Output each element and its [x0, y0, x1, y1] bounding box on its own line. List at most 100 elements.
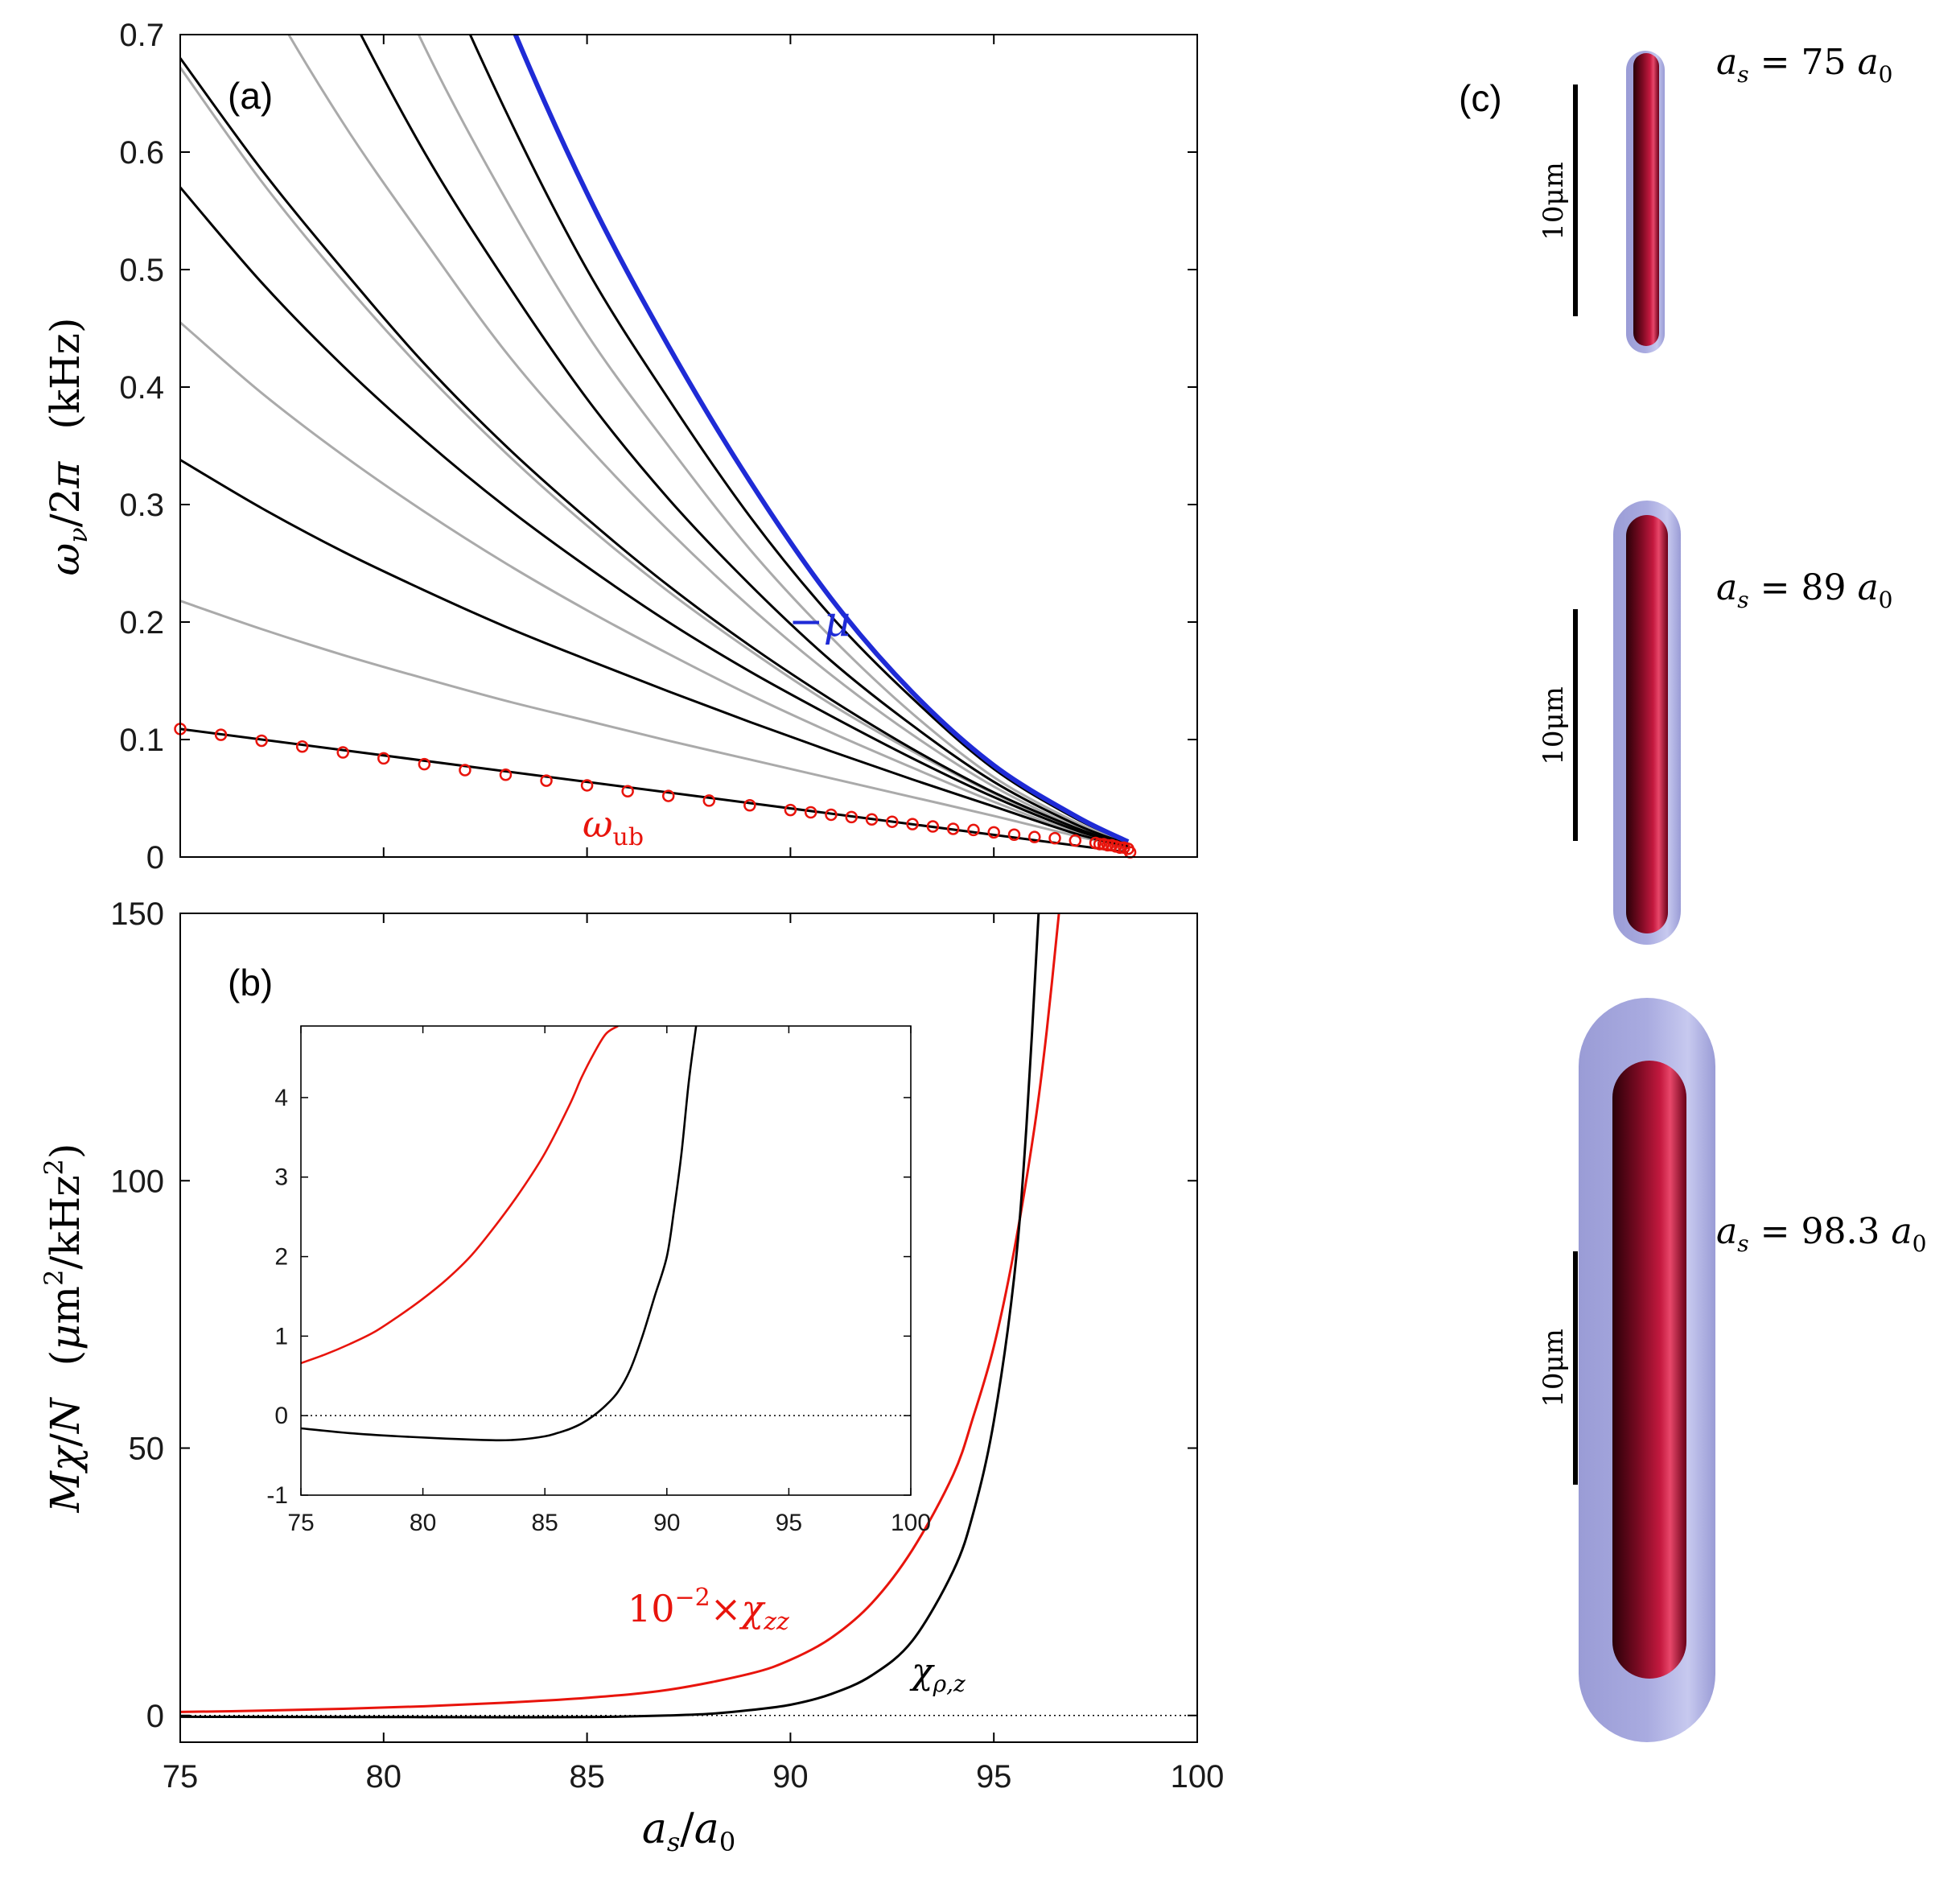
- a-ytick-label: 0.2: [119, 605, 164, 641]
- omega-ub-marker: [1093, 838, 1106, 851]
- chi-zz-annotation: 10−2×χzz: [628, 1584, 789, 1636]
- omega-ub-marker: [702, 794, 716, 807]
- omega-ub-marker: [743, 799, 756, 812]
- omega-ub-marker: [1028, 830, 1041, 843]
- inset-series: [301, 1026, 619, 1365]
- panel-a-markers: [174, 723, 1137, 859]
- omega-ub-marker: [865, 813, 879, 826]
- inset-curves: [301, 1026, 911, 1442]
- inset-xtick-label: 85: [532, 1510, 558, 1536]
- inset-ytick-label: 1: [274, 1323, 288, 1350]
- omega-ub-marker: [295, 740, 309, 753]
- panel-a-label: (a): [228, 75, 273, 117]
- omega-ub-annotation: ωub: [583, 802, 644, 851]
- a-series-mode-2: [180, 459, 1129, 848]
- core-98-3: [1612, 1061, 1686, 1679]
- inset-tick-labels: 75 80 85 90 95 100 -1 0 1 2 3 4: [266, 1085, 931, 1536]
- panel-a-ytick-labels: 0 0.1 0.2 0.3 0.4 0.5 0.6 0.7: [119, 18, 164, 876]
- omega-ub-marker: [621, 785, 634, 797]
- b-xtick-label: 90: [772, 1759, 809, 1795]
- a-series-mode-5: [180, 67, 1129, 847]
- omega-ub-marker: [825, 808, 838, 822]
- omega-ub-marker: [377, 752, 390, 765]
- panel-a-curves: [180, 35, 1130, 854]
- a-series-mode-6: [180, 57, 1129, 847]
- omega-ub-marker: [1007, 828, 1021, 842]
- b-xtick-label: 75: [163, 1759, 199, 1795]
- caption-98-3: as = 98.3 a0: [1716, 1211, 1926, 1257]
- omega-ub-marker: [336, 746, 349, 759]
- panel-c-label: (c): [1459, 77, 1502, 119]
- inset-ytick-label: 0: [274, 1403, 288, 1429]
- b-xtick-label: 95: [976, 1759, 1012, 1795]
- cloud-98-3: 10μm as = 98.3 a0: [1538, 998, 1926, 1742]
- core-75: [1633, 53, 1659, 346]
- b-xtick-label: 85: [569, 1759, 605, 1795]
- omega-ub-marker: [255, 734, 268, 748]
- omega-ub-marker: [987, 826, 1000, 839]
- inset-ytick-label: 4: [274, 1085, 288, 1111]
- omega-ub-marker: [906, 818, 919, 830]
- scalebar-label-98-3: 10μm: [1538, 1329, 1570, 1407]
- b-ytick-label: 0: [146, 1699, 164, 1734]
- omega-ub-marker: [459, 764, 471, 777]
- core-89: [1626, 515, 1668, 933]
- caption-75: as = 75 a0: [1716, 42, 1893, 88]
- panel-b-frame: [179, 913, 1198, 1743]
- a-series-mode-8: [359, 35, 1129, 846]
- inset-ytick-label: 3: [274, 1164, 288, 1191]
- omega-ub-marker: [1048, 831, 1061, 845]
- omega-ub-marker: [1101, 839, 1114, 852]
- panel-a-ticks: [179, 34, 1198, 858]
- cloud-89: 10μm as = 89 a0: [1538, 501, 1893, 945]
- a-series-−μ: [513, 35, 1130, 844]
- omega-ub-marker: [214, 728, 228, 741]
- panel-b-ylabel: Mχ/N(μm2/kHz2): [39, 1143, 89, 1514]
- a-series-mode-1: [180, 600, 1129, 849]
- omega-ub-marker: [845, 810, 858, 824]
- panel-b-curves: [180, 913, 1197, 1719]
- a-ytick-label: 0.1: [119, 723, 164, 758]
- a-ytick-label: 0.7: [119, 18, 164, 53]
- scalebar-label-89: 10μm: [1538, 686, 1570, 765]
- omega-ub-marker: [540, 774, 553, 787]
- a-series-mode-10: [468, 35, 1129, 843]
- panel-b-tick-labels: 75 80 85 90 95 100 0 50 100 150: [110, 896, 1224, 1795]
- b-series: [180, 913, 1040, 1719]
- inset-xtick-label: 100: [891, 1510, 931, 1536]
- omega-ub-marker: [1114, 841, 1126, 855]
- inset-xtick-label: 95: [776, 1510, 802, 1536]
- panel-b-label: (b): [228, 962, 273, 1003]
- b-ytick-label: 100: [110, 1164, 164, 1199]
- panel-b: 75 80 85 90 95 100 0 50 100 150 (b) 10−2×χzz χρ,z…: [39, 896, 1224, 1857]
- omega-ub-marker: [804, 806, 817, 819]
- panel-a: 0 0.1 0.2 0.3 0.4 0.5 0.6 0.7 (a) −μ ωub ων/2π(…: [42, 18, 1198, 876]
- b-ytick-label: 150: [110, 896, 164, 932]
- a-ytick-label: 0.5: [119, 253, 164, 288]
- b-ytick-label: 50: [129, 1432, 165, 1467]
- inset: 75 80 85 90 95 100 -1 0 1 2 3 4: [266, 1025, 931, 1536]
- panel-a-frame: [179, 34, 1198, 858]
- a-series-mode-9: [417, 35, 1129, 844]
- inset-frame: [300, 1025, 912, 1496]
- cloud-75: 10μm as = 75 a0: [1538, 42, 1893, 353]
- omega-ub-marker: [967, 823, 980, 837]
- a-series-mode-3: [180, 321, 1129, 848]
- omega-ub-marker: [886, 815, 899, 828]
- a-ytick-label: 0.3: [119, 488, 164, 523]
- b-xtick-label: 100: [1171, 1759, 1225, 1795]
- inset-xtick-label: 80: [410, 1510, 436, 1536]
- omega-ub-marker: [661, 789, 675, 802]
- inset-ytick-label: -1: [266, 1482, 288, 1509]
- a-series-mode-7: [287, 35, 1129, 846]
- a-ytick-label: 0.4: [119, 370, 164, 406]
- a-ytick-label: 0: [146, 840, 164, 876]
- panel-a-ylabel: ων/2π(kHz): [42, 317, 93, 575]
- omega-ub-marker: [784, 803, 797, 817]
- omega-ub-marker: [418, 757, 431, 771]
- caption-89: as = 89 a0: [1716, 567, 1893, 613]
- omega-ub-marker: [1069, 834, 1082, 847]
- inset-xtick-label: 75: [287, 1510, 314, 1536]
- inset-series: [301, 1026, 698, 1442]
